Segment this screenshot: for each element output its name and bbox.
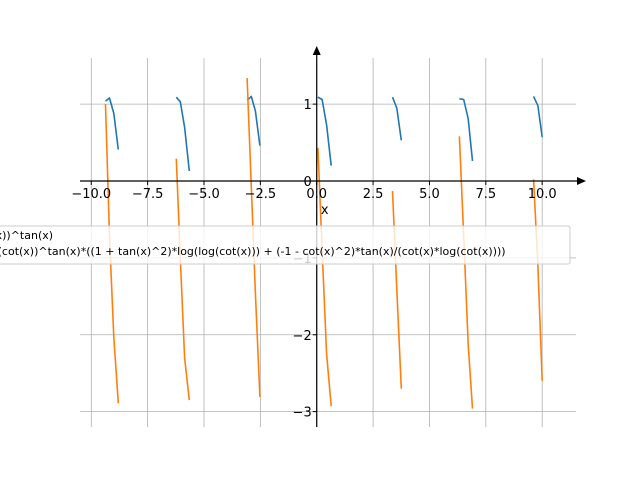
series-f-segment (175, 96, 191, 172)
series-f-segment (246, 95, 261, 146)
x-tick-label: 2.5 (363, 187, 384, 202)
x-axis-arrow (577, 177, 586, 185)
x-tick-label: 0.0 (306, 187, 327, 202)
y-tick-label: 1 (303, 98, 311, 113)
y-tick-label: −2 (293, 329, 312, 344)
x-tick-label: −10.0 (71, 187, 111, 202)
x-tick-label: 7.5 (475, 187, 496, 202)
x-axis-label: x (321, 203, 329, 218)
series-derivative-segment (317, 147, 332, 407)
series-derivative-segment (175, 158, 191, 401)
x-tick-label: 5.0 (419, 187, 440, 202)
series-derivative-segment (532, 179, 543, 381)
plot-lines (104, 77, 543, 409)
y-axis-arrow (312, 46, 321, 55)
series-f-segment (317, 96, 332, 166)
y-tick-label: −3 (293, 406, 312, 421)
series-f-segment (105, 97, 120, 150)
legend-frame (0, 225, 571, 265)
series-f-segment (532, 96, 543, 138)
legend-label-f: f(x) = log(cot(x))^tan(x) (0, 229, 53, 242)
legend: f(x) = log(cot(x))^tan(x) d/dx f(x) = lo… (0, 225, 571, 265)
series-derivative-segment (104, 104, 120, 404)
legend-label-derivative: d/dx f(x) = log(cot(x))^tan(x)*((1 + tan… (0, 245, 506, 258)
series-derivative-segment (458, 136, 474, 409)
x-tick-label: −5.0 (188, 187, 220, 202)
x-tick-label: −2.5 (245, 187, 277, 202)
y-tick-label: 0 (303, 175, 311, 190)
series-derivative-segment (391, 190, 403, 389)
series-f-segment (459, 97, 474, 162)
ticks: −10.0−7.5−5.0−2.50.02.55.07.510.0−3−2−10… (71, 98, 556, 421)
series-f-segment (391, 96, 403, 141)
x-tick-label: −7.5 (132, 187, 164, 202)
x-tick-label: 10.0 (528, 187, 557, 202)
